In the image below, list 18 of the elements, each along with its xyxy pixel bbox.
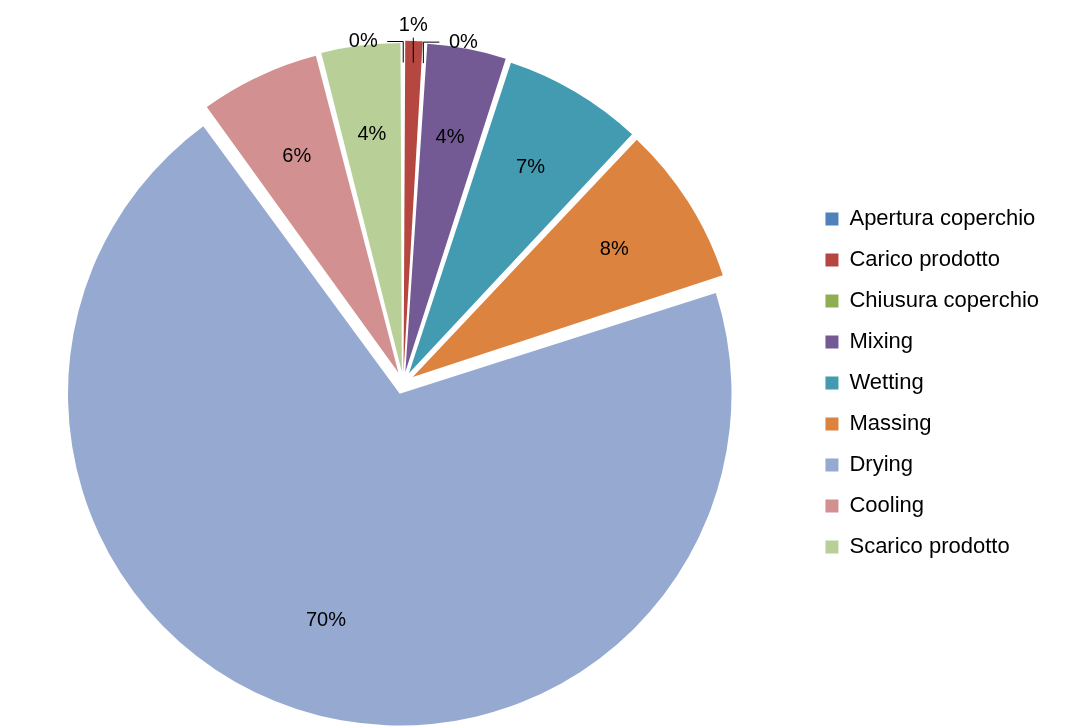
legend-label: Cooling <box>849 492 925 518</box>
data-label: 70% <box>305 608 347 631</box>
data-label: 1% <box>398 13 428 36</box>
data-label: 6% <box>282 144 312 167</box>
legend-label: Drying <box>849 451 914 477</box>
legend-label: Apertura coperchio <box>849 205 1036 231</box>
legend-label: Scarico prodotto <box>849 533 1010 559</box>
legend-label: Massing <box>849 410 932 436</box>
text: 0% <box>348 29 378 52</box>
data-label: 4% <box>357 122 387 145</box>
legend-label: Carico prodotto <box>849 246 1000 272</box>
data-label: 8% <box>599 236 629 259</box>
text: 0% <box>448 29 478 52</box>
data-label: 7% <box>516 155 546 178</box>
legend-label: Wetting <box>849 369 924 395</box>
legend-label: Mixing <box>849 328 914 354</box>
legend-label: Chiusura coperchio <box>849 287 1039 313</box>
data-label: 4% <box>435 124 465 147</box>
